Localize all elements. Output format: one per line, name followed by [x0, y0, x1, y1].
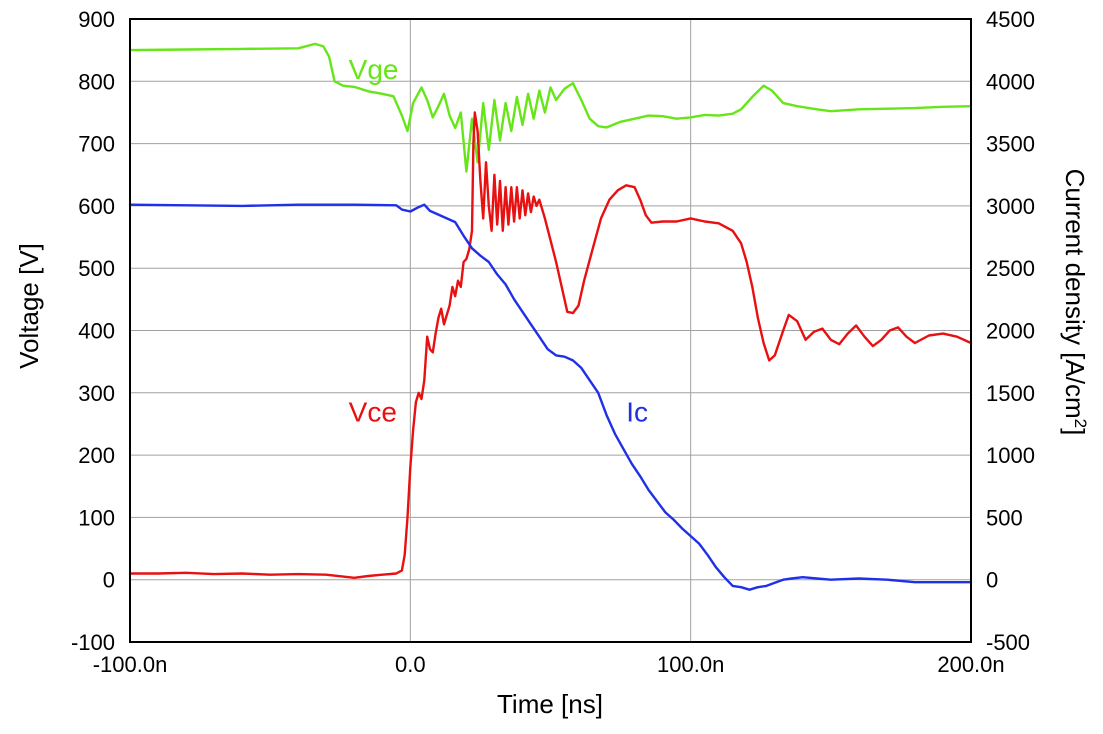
- y-tick-label: 600: [78, 194, 115, 219]
- y2-tick-labels: -500 0 500 1000 1500 2000 2500 3000 3500 4000 4500: [986, 7, 1035, 655]
- y2-tick-label: 3500: [986, 132, 1035, 157]
- series-line-ic: [128, 203, 973, 591]
- x-tick-label: 100.0n: [657, 652, 724, 677]
- y-tick-label: 300: [78, 381, 115, 406]
- y2-axis-title: Current density [A/cm2]: [1060, 169, 1091, 436]
- series-line-vce: [128, 111, 973, 579]
- y-tick-label: 500: [78, 256, 115, 281]
- y2-tick-label: 0: [986, 568, 998, 593]
- plot-frame: [129, 18, 972, 643]
- y-tick-label: 700: [78, 132, 115, 157]
- y2-tick-label: 2000: [986, 319, 1035, 344]
- y2-axis-title-main: Current density [A/cm: [1060, 169, 1090, 419]
- y-tick-label: 800: [78, 69, 115, 94]
- y-tick-label: 900: [78, 7, 115, 32]
- x-tick-label: 200.0n: [937, 652, 1004, 677]
- y-tick-label: 400: [78, 319, 115, 344]
- y2-tick-label: 4500: [986, 7, 1035, 32]
- y2-tick-label: 2500: [986, 256, 1035, 281]
- y-tick-label: 0: [103, 568, 115, 593]
- series-lines: [128, 42, 973, 591]
- series-labels: Vge Vce Ic: [349, 54, 648, 428]
- y2-tick-label: 4000: [986, 69, 1035, 94]
- y-tick-labels: -100 0 100 200 300 400 500 600 700 800 900: [71, 7, 115, 655]
- y-tick-label: -100: [71, 630, 115, 655]
- series-label-vce: Vce: [349, 396, 397, 427]
- x-tick-label: -100.0n: [93, 652, 168, 677]
- y-tick-label: 200: [78, 443, 115, 468]
- series-label-ic: Ic: [626, 396, 648, 427]
- x-tick-label: 0.0: [395, 652, 426, 677]
- y2-axis-title-end: ]: [1060, 428, 1090, 435]
- series-label-vge: Vge: [349, 54, 399, 85]
- x-tick-labels: -100.0n 0.0 100.0n 200.0n: [93, 652, 1005, 677]
- x-axis-title: Time [ns]: [497, 689, 603, 719]
- y-axis-title: Voltage [V]: [14, 243, 44, 369]
- series-line-vge: [128, 42, 973, 173]
- y2-tick-label: 3000: [986, 194, 1035, 219]
- y-tick-label: 100: [78, 505, 115, 530]
- y2-tick-label: -500: [986, 630, 1030, 655]
- y2-tick-label: 1500: [986, 381, 1035, 406]
- y2-axis-title-superscript: 2: [1072, 419, 1091, 428]
- y2-tick-label: 1000: [986, 443, 1035, 468]
- y2-tick-label: 500: [986, 505, 1023, 530]
